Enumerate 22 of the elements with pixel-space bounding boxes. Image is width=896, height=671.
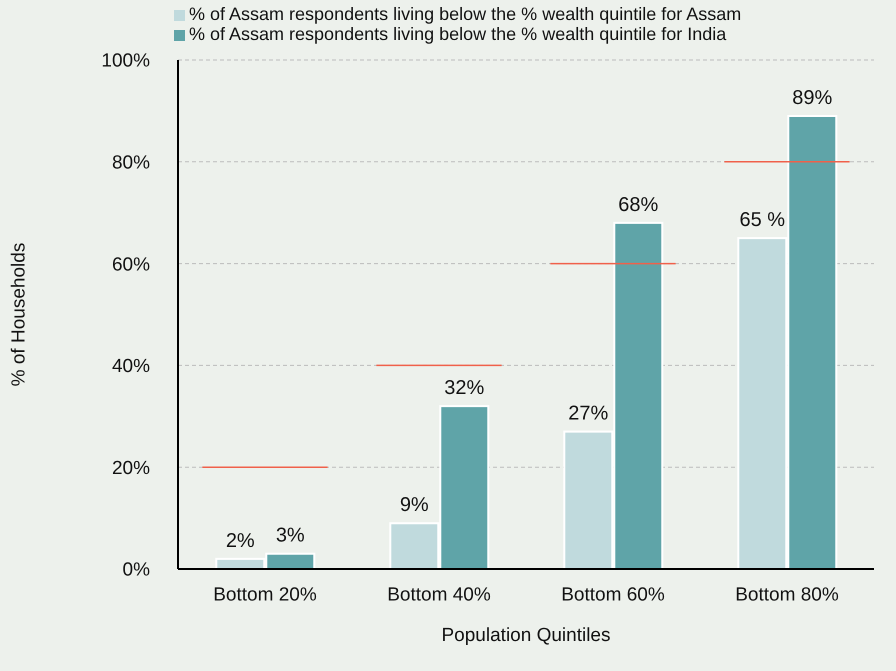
y-tick-label: 60% <box>112 254 150 276</box>
x-tick-label: Bottom 60% <box>561 584 665 606</box>
y-tick-label: 100% <box>101 50 150 72</box>
x-axis-title: Population Quintiles <box>442 625 610 646</box>
y-tick-label: 0% <box>122 560 150 581</box>
y-tick-label: 40% <box>112 356 150 378</box>
x-tick-label: Bottom 20% <box>213 584 317 606</box>
legend-label: % of Assam respondents living below the % wealth quintile for India <box>189 24 726 44</box>
x-tick-label: Bottom 40% <box>387 584 491 606</box>
data-label: 65 % <box>739 209 786 232</box>
data-label: 3% <box>276 524 305 547</box>
data-label: 2% <box>226 530 255 552</box>
x-tick-label: Bottom 80% <box>735 584 839 606</box>
data-label: 9% <box>400 494 429 516</box>
data-label: 32% <box>444 377 485 400</box>
y-tick-label: 80% <box>112 152 150 174</box>
data-label: 89% <box>792 86 833 109</box>
y-axis-title: % of Households <box>8 242 30 386</box>
y-tick-label: 20% <box>112 458 150 479</box>
data-label: 27% <box>568 402 609 425</box>
data-label: 68% <box>618 194 659 216</box>
legend-label: % of Assam respondents living below the % wealth quintile for Assam <box>189 4 742 24</box>
